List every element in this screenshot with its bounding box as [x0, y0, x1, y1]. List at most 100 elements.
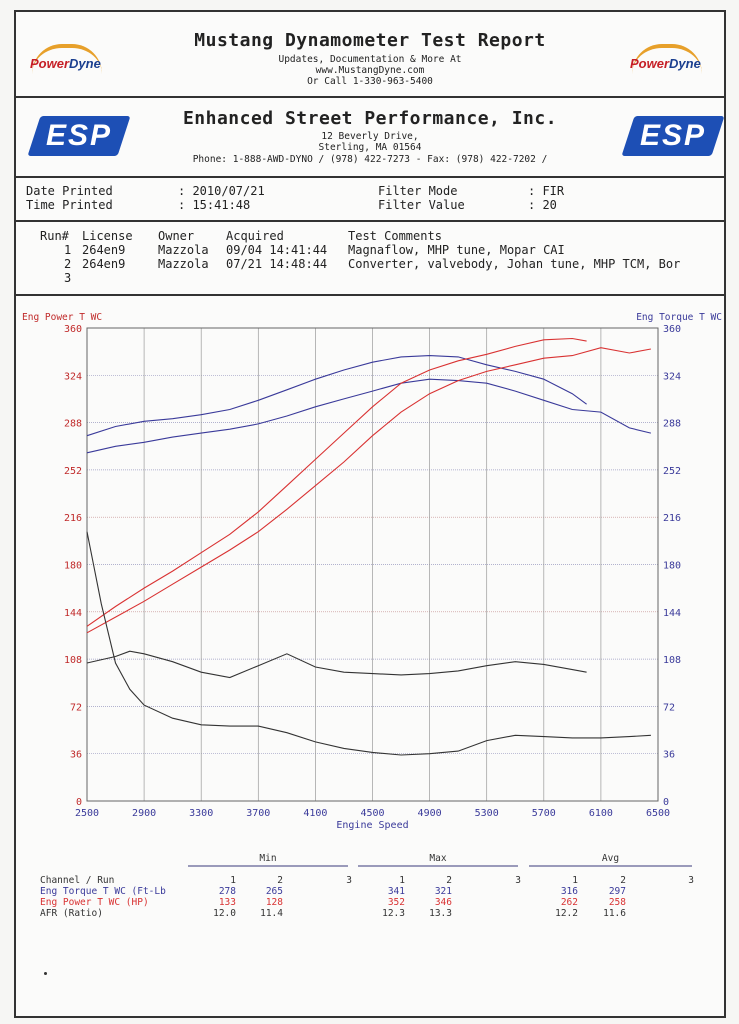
left-axis-label: Eng Power T WC — [22, 312, 102, 323]
y-tick-label-right: 108 — [663, 655, 681, 666]
y-tick-label-right: 216 — [663, 513, 681, 524]
filter-mode-label: Filter Mode — [378, 184, 458, 198]
stats-run-col: 3 — [688, 875, 694, 886]
x-tick-label: 2500 — [75, 808, 99, 819]
run-number: 3 — [64, 271, 72, 285]
y-tick-label-right: 180 — [663, 561, 681, 572]
powerdyne-logo-right: PowerDyne — [626, 44, 712, 74]
x-tick-label: 3300 — [189, 808, 213, 819]
y-tick-label-left: 216 — [64, 513, 82, 524]
x-axis-label: Engine Speed — [336, 820, 408, 831]
run-comments: Magnaflow, MHP tune, Mopar CAI — [348, 243, 565, 257]
col-owner: Owner — [158, 229, 195, 243]
x-tick-label: 3700 — [246, 808, 270, 819]
shop-phone: Phone: 1-888-AWD-DYNO / (978) 422-7273 -… — [192, 154, 548, 165]
logo-word-b: Dyne — [69, 56, 101, 71]
col-acquired: Acquired — [226, 229, 284, 243]
series-line-eng-torque-t-wc-run1 — [86, 355, 587, 437]
print-meta: Date Printed : 2010/07/21 Filter Mode : … — [16, 178, 724, 222]
stats-max-value: 321 — [435, 886, 452, 897]
run-owner: Mazzola — [158, 257, 209, 271]
stats-run-col: 2 — [446, 875, 452, 886]
filter-value-label: Filter Value — [378, 198, 465, 212]
y-tick-label-left: 252 — [64, 466, 82, 477]
logo-word-a: Power — [30, 56, 70, 71]
logo-word-a: Power — [630, 56, 670, 71]
stats-run-col: 1 — [399, 875, 405, 886]
stats-channel-header: Channel / Run — [40, 875, 114, 886]
stats-run-col: 3 — [346, 875, 352, 886]
stats-run-col: 2 — [277, 875, 283, 886]
stats-run-col: 1 — [572, 875, 578, 886]
y-tick-label-right: 144 — [663, 608, 681, 619]
y-tick-label-left: 144 — [64, 608, 82, 619]
stats-max-value: 13.3 — [429, 908, 452, 919]
stats-min-value: 133 — [219, 897, 236, 908]
stats-run-col: 2 — [620, 875, 626, 886]
y-tick-label-left: 0 — [76, 797, 82, 808]
y-tick-label-left: 36 — [70, 750, 82, 761]
series-line-eng-power-t-wc-run1 — [86, 337, 587, 627]
date-label: Date Printed — [26, 184, 113, 198]
stats-run-col: 1 — [230, 875, 236, 886]
run-license: 264en9 — [82, 243, 126, 257]
shop-name: Enhanced Street Performance, Inc. — [182, 108, 558, 129]
stats-avg-value: 12.2 — [555, 908, 578, 919]
speck — [44, 972, 47, 975]
powerdyne-logo-left: PowerDyne — [26, 44, 112, 74]
y-tick-label-right: 288 — [663, 419, 681, 430]
stats-avg-value: 11.6 — [603, 908, 626, 919]
stats-min-value: 11.4 — [260, 908, 283, 919]
stats-group-avg: Avg — [602, 853, 619, 864]
y-tick-label-right: 360 — [663, 324, 681, 335]
plot-area — [86, 327, 659, 802]
esp-logo-right: ESP — [621, 116, 725, 156]
run-acquired: 07/21 14:48:44 — [226, 257, 328, 271]
y-tick-label-right: 72 — [663, 702, 675, 713]
stats-avg-value: 297 — [609, 886, 626, 897]
time-label: Time Printed — [26, 198, 113, 212]
y-tick-label-right: 36 — [663, 750, 675, 761]
run-license: 264en9 — [82, 257, 126, 271]
run-comments: Converter, valvebody, Johan tune, MHP TC… — [348, 257, 681, 271]
esp-logo-text: ESP — [45, 119, 113, 152]
stats-min-value: 12.0 — [213, 908, 236, 919]
y-tick-label-right: 0 — [663, 797, 669, 808]
x-tick-label: 6100 — [589, 808, 613, 819]
date-value: : 2010/07/21 — [178, 184, 265, 198]
stats-min-value: 278 — [219, 886, 236, 897]
y-tick-label-left: 288 — [64, 419, 82, 430]
report-title: Mustang Dynamometer Test Report — [194, 30, 546, 51]
shop-header: ESP ESP Enhanced Street Performance, Inc… — [16, 98, 725, 178]
series-line-eng-torque-t-wc-run2 — [86, 378, 652, 454]
series-line-afr-run1 — [86, 650, 587, 679]
col-comments: Test Comments — [348, 229, 442, 243]
y-tick-label-left: 180 — [64, 561, 82, 572]
runs-table: Run# License Owner Acquired Test Comment… — [16, 222, 724, 296]
stats-row-label: Eng Torque T WC (Ft-Lb — [40, 886, 166, 897]
gauge-arc-icon — [632, 44, 702, 74]
col-license: License — [82, 229, 133, 243]
stats-avg-value: 316 — [561, 886, 578, 897]
col-run: Run# — [40, 229, 69, 243]
run-owner: Mazzola — [158, 243, 209, 257]
right-axis-label: Eng Torque T WC — [636, 312, 722, 323]
shop-address1: 12 Beverly Drive, — [321, 131, 419, 142]
series-line-afr-run2 — [86, 531, 651, 756]
x-tick-label: 2900 — [132, 808, 156, 819]
shop-address2: Sterling, MA 01564 — [318, 142, 422, 153]
stats-group-min: Min — [259, 853, 276, 864]
dyno-report-page: PowerDyne PowerDyne Mustang Dynamometer … — [14, 10, 726, 1018]
gauge-arc-icon — [32, 44, 102, 74]
esp-logo-text: ESP — [639, 119, 707, 152]
x-tick-label: 5300 — [475, 808, 499, 819]
stats-min-value: 128 — [266, 897, 283, 908]
esp-logo-left: ESP — [27, 116, 131, 156]
y-tick-label-left: 360 — [64, 324, 82, 335]
logo-word-b: Dyne — [669, 56, 701, 71]
y-tick-label-left: 108 — [64, 655, 82, 666]
phone-line: Or Call 1-330-963-5400 — [307, 76, 433, 87]
updates-line: Updates, Documentation & More At — [278, 54, 462, 65]
stats-row-label: Eng Power T WC (HP) — [40, 897, 149, 908]
